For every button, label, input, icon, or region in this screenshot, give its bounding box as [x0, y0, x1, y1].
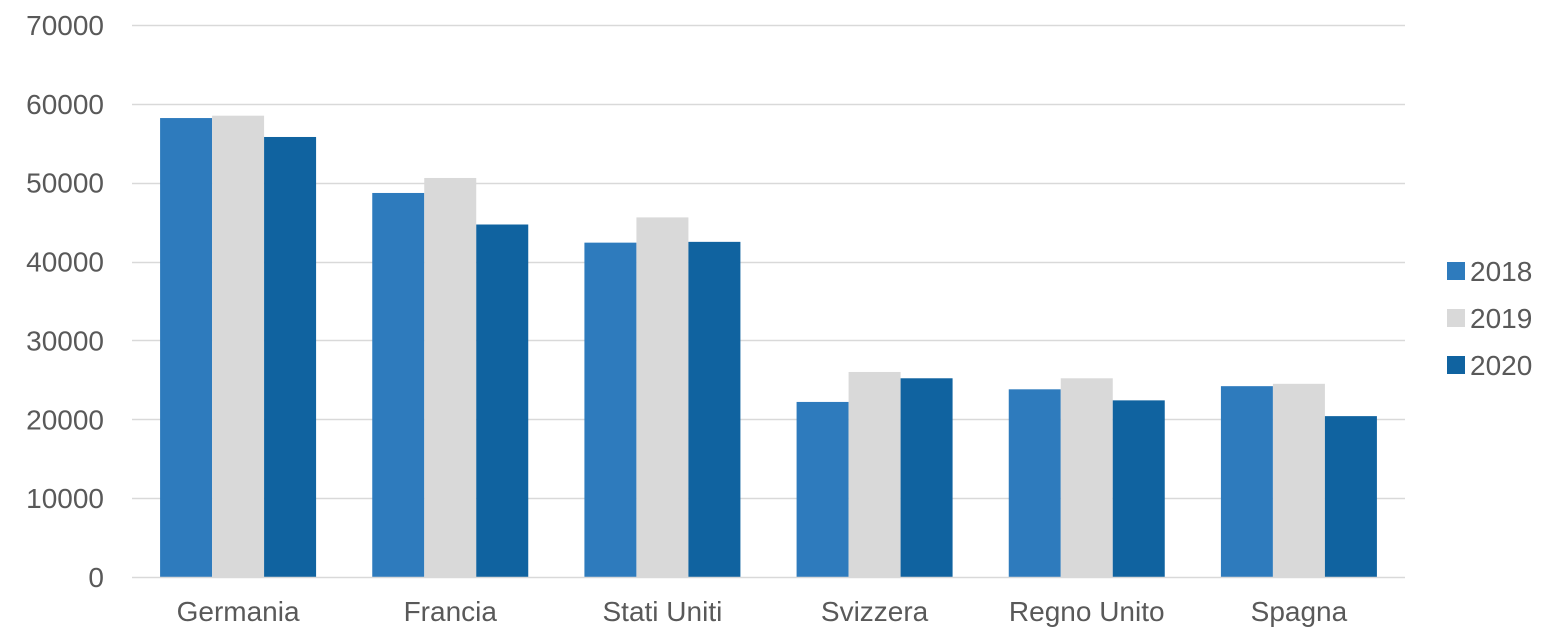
bar-2018-germania: [160, 118, 213, 578]
x-tick-label: Germania: [177, 596, 300, 627]
y-tick-label: 40000: [26, 247, 104, 278]
x-tick-label: Svizzera: [821, 596, 929, 627]
y-axis-tick-labels: 0 10000 20000 30000 40000 50000 60000 70000: [26, 10, 104, 593]
y-tick-label: 50000: [26, 168, 104, 199]
bar-2020-svizzera: [900, 378, 953, 577]
bar-2019-spagna: [1272, 383, 1325, 577]
bar-2018-regno-unito: [1008, 389, 1061, 577]
bar-2018-francia: [372, 192, 425, 578]
bar-2019-germania: [212, 115, 265, 577]
bar-2019-svizzera: [848, 371, 901, 577]
bars: [160, 115, 1377, 578]
x-tick-label: Francia: [404, 596, 498, 627]
bar-2018-spagna: [1220, 386, 1273, 577]
y-tick-label: 0: [88, 562, 104, 593]
bar-2020-germania: [264, 136, 317, 577]
x-tick-label: Stati Uniti: [603, 596, 723, 627]
bar-2020-regno-unito: [1112, 400, 1165, 577]
legend-swatch-2018: [1447, 262, 1465, 280]
legend-label-2018: 2018: [1470, 256, 1532, 287]
y-tick-label: 30000: [26, 325, 104, 356]
gridlines: [132, 24, 1405, 500]
bar-2020-spagna: [1324, 416, 1377, 577]
bar-2019-regno-unito: [1060, 378, 1113, 577]
y-tick-label: 70000: [26, 10, 104, 41]
y-tick-label: 20000: [26, 404, 104, 435]
x-axis-tick-labels: Germania Francia Stati Uniti Svizzera Regno …: [177, 596, 1348, 627]
x-tick-label: Regno Unito: [1009, 596, 1165, 627]
bar-2019-stati-uniti: [636, 217, 689, 577]
x-tick-label: Spagna: [1251, 596, 1348, 627]
legend-label-2020: 2020: [1470, 350, 1532, 381]
y-tick-label: 10000: [26, 483, 104, 514]
bar-2019-francia: [424, 177, 477, 578]
bar-2018-stati-uniti: [584, 242, 637, 577]
legend-swatch-2020: [1447, 356, 1465, 374]
legend-label-2019: 2019: [1470, 303, 1532, 334]
bar-2018-svizzera: [796, 401, 849, 577]
bar-2020-francia: [476, 224, 529, 577]
y-tick-label: 60000: [26, 89, 104, 120]
legend: 2018 2019 2020: [1447, 256, 1532, 381]
bar-2020-stati-uniti: [688, 241, 741, 577]
legend-swatch-2019: [1447, 309, 1465, 327]
